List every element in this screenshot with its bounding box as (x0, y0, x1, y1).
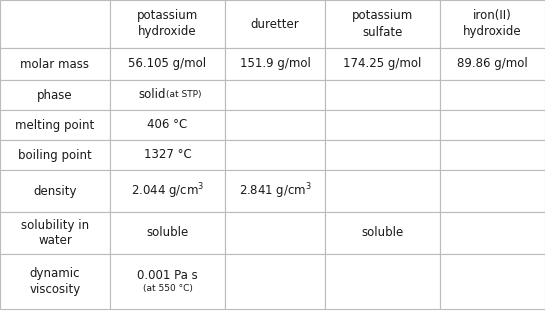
Bar (110, 80, 225, 110)
Text: potassium
hydroxide: potassium hydroxide (137, 10, 198, 39)
Bar (325, 212, 440, 254)
Bar (440, 0, 545, 48)
Bar (325, 80, 440, 110)
Bar (110, 170, 225, 212)
Bar (110, 140, 225, 170)
Bar (440, 212, 545, 254)
Bar (225, 80, 325, 110)
Bar (440, 48, 545, 80)
Text: 89.86 g/mol: 89.86 g/mol (457, 58, 528, 71)
Bar (0, 0, 110, 48)
Text: boiling point: boiling point (18, 148, 92, 161)
Bar (440, 110, 545, 140)
Bar (0, 254, 110, 309)
Text: 1327 °C: 1327 °C (144, 148, 191, 161)
Bar (225, 254, 325, 309)
Text: iron(II)
hydroxide: iron(II) hydroxide (463, 10, 522, 39)
Bar (225, 110, 325, 140)
Text: solid: solid (138, 89, 166, 101)
Text: (at 550 °C): (at 550 °C) (143, 284, 192, 293)
Bar (110, 212, 225, 254)
Bar (325, 110, 440, 140)
Bar (110, 48, 225, 80)
Text: (at STP): (at STP) (167, 91, 202, 100)
Bar (110, 254, 225, 309)
Bar (0, 110, 110, 140)
Text: 151.9 g/mol: 151.9 g/mol (240, 58, 311, 71)
Bar (110, 0, 225, 48)
Text: 406 °C: 406 °C (147, 118, 187, 132)
Bar (440, 170, 545, 212)
Bar (0, 48, 110, 80)
Bar (440, 80, 545, 110)
Bar (325, 140, 440, 170)
Bar (325, 170, 440, 212)
Text: potassium
sulfate: potassium sulfate (352, 10, 413, 39)
Text: solubility in
water: solubility in water (21, 219, 89, 248)
Bar (225, 140, 325, 170)
Text: 0.001 Pa s: 0.001 Pa s (137, 269, 198, 282)
Text: 56.105 g/mol: 56.105 g/mol (129, 58, 207, 71)
Bar (0, 140, 110, 170)
Text: molar mass: molar mass (21, 58, 89, 71)
Bar (440, 254, 545, 309)
Bar (0, 80, 110, 110)
Bar (225, 48, 325, 80)
Bar (225, 212, 325, 254)
Bar (225, 170, 325, 212)
Text: melting point: melting point (15, 118, 95, 132)
Text: dynamic
viscosity: dynamic viscosity (29, 267, 81, 296)
Text: 2.044 g/cm$^{3}$: 2.044 g/cm$^{3}$ (131, 181, 204, 201)
Bar (325, 0, 440, 48)
Bar (325, 48, 440, 80)
Bar (0, 212, 110, 254)
Text: duretter: duretter (251, 17, 299, 30)
Text: phase: phase (37, 89, 73, 101)
Bar (325, 254, 440, 309)
Bar (440, 140, 545, 170)
Bar (225, 0, 325, 48)
Bar (110, 110, 225, 140)
Text: 174.25 g/mol: 174.25 g/mol (343, 58, 422, 71)
Bar (0, 170, 110, 212)
Text: soluble: soluble (147, 226, 189, 239)
Text: soluble: soluble (361, 226, 404, 239)
Text: density: density (33, 184, 77, 197)
Text: 2.841 g/cm$^{3}$: 2.841 g/cm$^{3}$ (239, 181, 312, 201)
